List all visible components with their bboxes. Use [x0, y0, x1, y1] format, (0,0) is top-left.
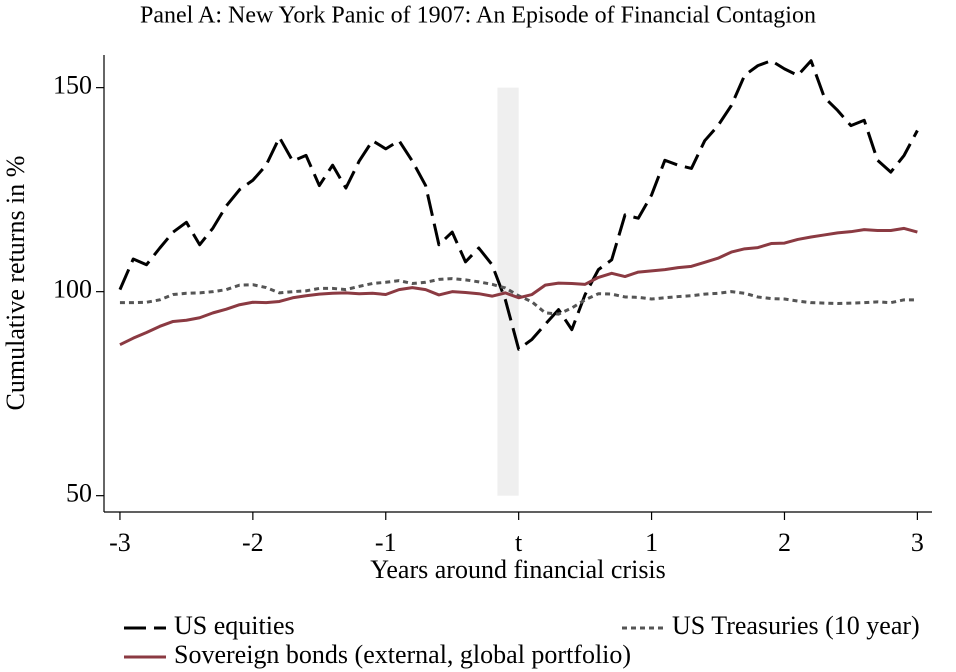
x-tick-label: 1	[645, 528, 658, 557]
legend-label: US equities	[174, 611, 295, 640]
x-tick-label: -1	[375, 528, 397, 557]
series-line	[119, 277, 918, 316]
x-tick-label: 3	[911, 528, 924, 557]
x-axis-label: Years around financial crisis	[370, 555, 666, 584]
y-tick-label: 100	[53, 275, 92, 304]
x-tick-label: t	[515, 528, 523, 557]
x-tick-label: 2	[778, 528, 791, 557]
series-line	[118, 59, 919, 351]
series-line	[119, 226, 918, 347]
chart-title: Panel A: New York Panic of 1907: An Epis…	[140, 3, 816, 29]
y-tick-label: 50	[66, 479, 92, 508]
y-axis-label: Cumulative returns in %	[1, 156, 30, 411]
x-tick-label: -2	[242, 528, 264, 557]
legend-label: Sovereign bonds (external, global portfo…	[174, 640, 631, 669]
x-tick-label: -3	[109, 528, 131, 557]
y-tick-label: 150	[53, 71, 92, 100]
crisis-band	[497, 87, 519, 496]
legend-label: US Treasuries (10 year)	[672, 611, 920, 640]
